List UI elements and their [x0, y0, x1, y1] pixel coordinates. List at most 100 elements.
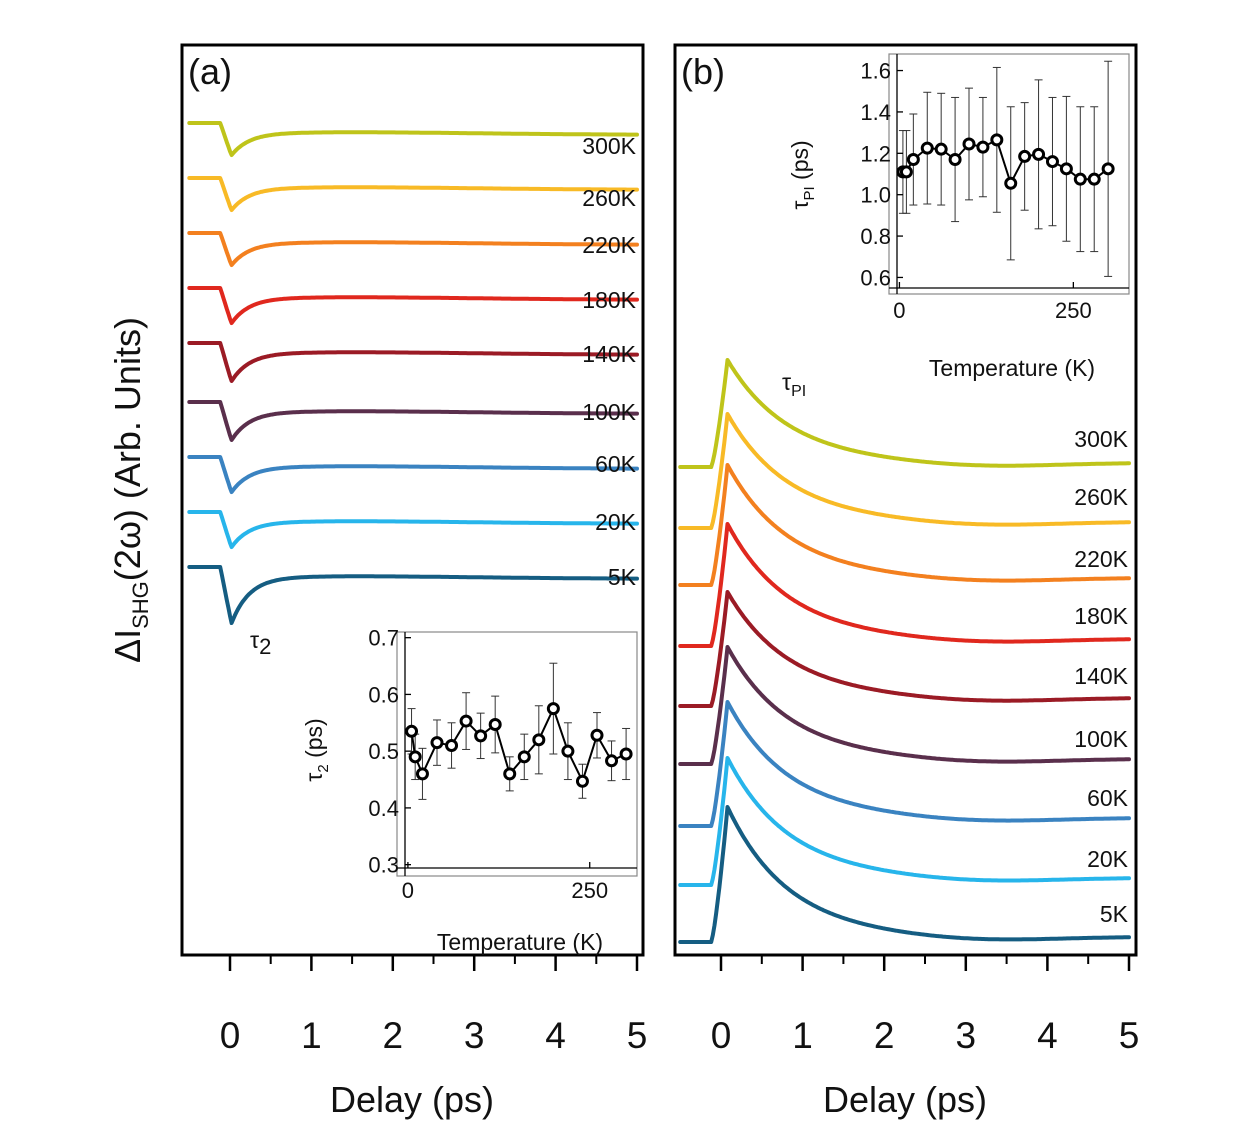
inset-x-tick-label: 0	[402, 878, 414, 903]
panel-b-curves	[678, 358, 1131, 944]
panel-a: (a) 300K 260K 220K 180K 140K 100K 60K 20K 5K τ2 …	[180, 43, 648, 1120]
panel-a-curves	[187, 121, 639, 625]
data-point	[532, 733, 546, 747]
series-label-180K: 180K	[582, 287, 636, 313]
panel-a-tau-label: τ2	[250, 627, 271, 659]
panel-b-frame	[673, 43, 1138, 957]
data-point	[1004, 176, 1018, 190]
data-point	[948, 153, 962, 167]
series-label-260K: 260K	[1074, 484, 1128, 510]
inset-y-tick-label: 0.3	[368, 853, 399, 878]
series-label-300K: 300K	[1074, 426, 1128, 452]
panel-a-inset-x-label: Temperature (K)	[437, 929, 603, 955]
data-point	[934, 142, 948, 156]
series-line-180K	[187, 286, 639, 325]
data-point	[1018, 149, 1032, 163]
panel-a-x-axis: 0 1 2 3 4 5	[220, 955, 648, 1056]
series-line-100K	[187, 400, 639, 442]
data-point	[546, 702, 560, 716]
y-axis-label: ΔISHG(2ω) (Arb. Units)	[107, 317, 153, 663]
data-point	[990, 133, 1004, 147]
data-point	[1059, 162, 1073, 176]
data-point	[605, 754, 619, 768]
series-label-220K: 220K	[1074, 546, 1128, 572]
series-line-300K	[187, 121, 639, 157]
panel-a-inset-plot	[405, 662, 633, 800]
data-point	[445, 738, 459, 752]
inset-x-tick-label: 250	[571, 878, 608, 903]
panel-a-x-label: Delay (ps)	[330, 1079, 494, 1120]
series-line-100K	[678, 645, 1131, 766]
inset-y-tick-label: 0.7	[368, 626, 399, 651]
data-point	[561, 744, 575, 758]
series-line-5K	[187, 565, 639, 625]
panel-b-series-labels: 300K 260K 220K 180K 140K 100K 60K 20K 5K	[1074, 426, 1128, 927]
x-tick-label: 4	[545, 1015, 566, 1056]
series-line-5K	[678, 805, 1131, 944]
panel-b-inset-y-label: τPI (ps)	[787, 140, 818, 209]
series-label-20K: 20K	[1087, 846, 1129, 872]
panel-b-x-axis: 0 1 2 3 4 5	[711, 955, 1139, 1056]
series-label-5K: 5K	[1100, 901, 1129, 927]
x-tick-label: 2	[874, 1015, 895, 1056]
panel-a-series-labels: 300K 260K 220K 180K 140K 100K 60K 20K 5K	[582, 133, 636, 590]
series-line-300K	[678, 358, 1131, 469]
data-point	[1032, 147, 1046, 161]
x-tick-label: 3	[956, 1015, 977, 1056]
panel-a-label: (a)	[188, 51, 232, 92]
panel-b-x-label: Delay (ps)	[823, 1079, 987, 1120]
inset-x-tick-label: 0	[893, 298, 905, 323]
series-line-260K	[187, 176, 639, 212]
x-tick-label: 0	[220, 1015, 241, 1056]
series-label-260K: 260K	[582, 185, 636, 211]
series-label-100K: 100K	[582, 399, 636, 425]
x-tick-label: 1	[792, 1015, 813, 1056]
data-point	[619, 747, 633, 761]
series-label-220K: 220K	[582, 232, 636, 258]
series-line-20K	[187, 510, 639, 549]
data-point	[1087, 172, 1101, 186]
data-line	[410, 705, 627, 784]
data-point	[1045, 155, 1059, 169]
data-point	[405, 724, 419, 738]
data-point	[408, 750, 422, 764]
series-label-180K: 180K	[1074, 603, 1128, 629]
panel-b-inset-frame	[888, 53, 1130, 295]
data-point	[1073, 172, 1087, 186]
series-line-60K	[187, 455, 639, 494]
x-tick-label: 4	[1037, 1015, 1058, 1056]
data-point	[920, 141, 934, 155]
series-line-20K	[678, 756, 1131, 887]
data-point	[976, 140, 990, 154]
series-label-300K: 300K	[582, 133, 636, 159]
panel-a-inset-y-label: τ2 (ps)	[301, 718, 332, 781]
panel-a-inset-axes: 0.3 0.4 0.5 0.6 0.7 0 250	[368, 626, 637, 903]
data-point	[575, 774, 589, 788]
panel-b-inset-plot	[896, 60, 1115, 277]
series-label-20K: 20K	[595, 509, 637, 535]
inset-y-tick-label: 0.5	[368, 739, 399, 764]
x-tick-label: 5	[627, 1015, 648, 1056]
inset-y-tick-label: 1.0	[860, 183, 891, 208]
series-line-180K	[678, 522, 1131, 648]
panel-b-label: (b)	[681, 51, 725, 92]
panel-a-frame	[180, 43, 645, 957]
series-line-140K	[187, 341, 639, 383]
data-point	[488, 717, 502, 731]
panel-b-inset-axes: 0.6 0.8 1.0 1.2 1.4 1.6 0 250	[860, 54, 1129, 323]
inset-y-tick-label: 1.2	[860, 141, 891, 166]
series-label-60K: 60K	[595, 451, 637, 477]
series-line-60K	[678, 700, 1131, 828]
data-point	[906, 153, 920, 167]
inset-y-tick-label: 0.6	[860, 265, 891, 290]
data-point	[899, 165, 913, 179]
inset-y-tick-label: 0.8	[860, 224, 891, 249]
data-point	[430, 736, 444, 750]
data-point	[474, 729, 488, 743]
panel-a-inset: 0.3 0.4 0.5 0.6 0.7 0 250 τ2 (ps) Temperature …	[301, 626, 638, 955]
inset-y-tick-label: 1.6	[860, 59, 891, 84]
inset-y-tick-label: 0.6	[368, 682, 399, 707]
data-point	[503, 767, 517, 781]
series-label-100K: 100K	[1074, 726, 1128, 752]
panel-b-tau-label: τPI	[782, 369, 806, 400]
